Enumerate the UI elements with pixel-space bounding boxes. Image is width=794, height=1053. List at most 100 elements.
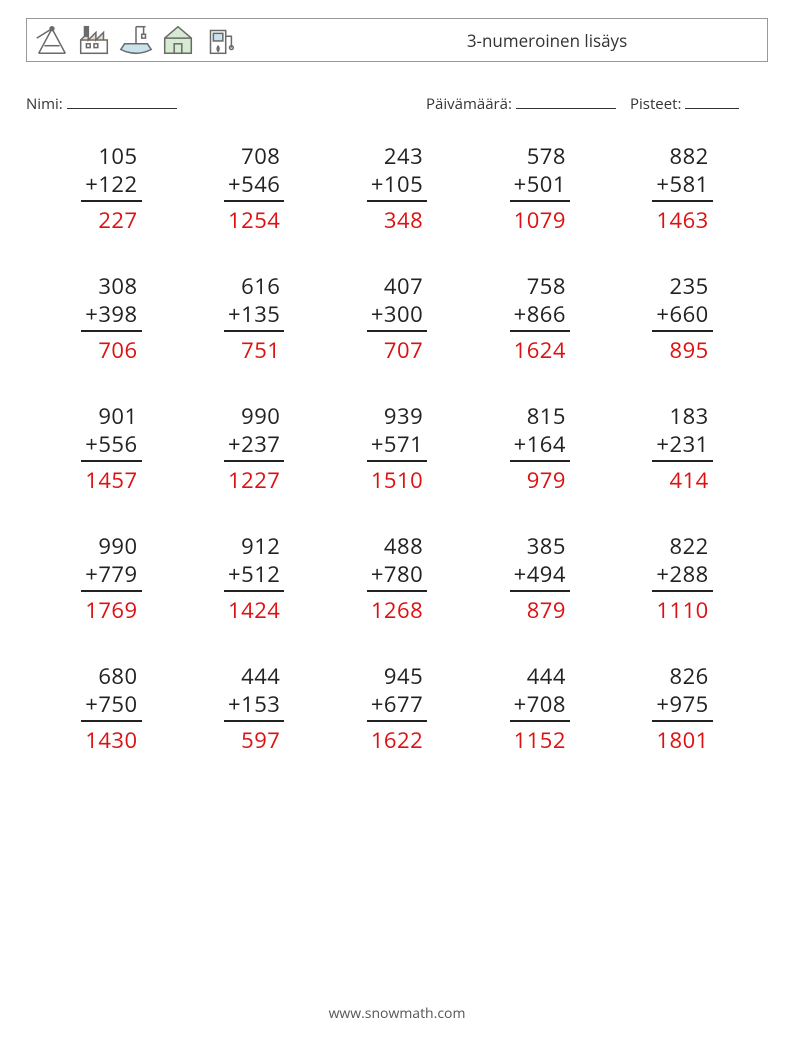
addend-top: 488 (367, 532, 427, 560)
answer: 1622 (367, 722, 427, 754)
date-label: Päivämäärä: (426, 94, 512, 114)
addend-bottom: +288 (652, 560, 712, 592)
answer: 414 (652, 462, 712, 494)
problem: 882+5811463 (611, 142, 754, 234)
worksheet-title: 3-numeroinen lisäys (26, 29, 768, 52)
addend-top: 444 (510, 662, 570, 690)
problem-body: 815+164979 (510, 402, 570, 494)
addend-top: 308 (81, 272, 141, 300)
addend-bottom: +581 (652, 170, 712, 202)
problem-body: 488+7801268 (367, 532, 427, 624)
problem-body: 901+5561457 (81, 402, 141, 494)
problem-body: 822+2881110 (652, 532, 712, 624)
addend-top: 680 (81, 662, 141, 690)
addend-top: 407 (367, 272, 427, 300)
problem-body: 708+5461254 (224, 142, 284, 234)
addend-top: 815 (510, 402, 570, 430)
name-blank[interactable] (67, 94, 177, 109)
addend-top: 758 (510, 272, 570, 300)
score-field: Pisteet: (630, 94, 739, 114)
problem: 243+105348 (326, 142, 469, 234)
problem-body: 939+5711510 (367, 402, 427, 494)
problem-body: 578+5011079 (510, 142, 570, 234)
problem-body: 945+6771622 (367, 662, 427, 754)
answer: 706 (81, 332, 141, 364)
score-blank[interactable] (685, 94, 739, 109)
date-blank[interactable] (516, 94, 616, 109)
addend-bottom: +780 (367, 560, 427, 592)
answer: 979 (510, 462, 570, 494)
answer: 879 (510, 592, 570, 624)
answer: 1268 (367, 592, 427, 624)
problem-body: 990+2371227 (224, 402, 284, 494)
addend-bottom: +750 (81, 690, 141, 722)
addend-bottom: +512 (224, 560, 284, 592)
score-label: Pisteet: (630, 94, 681, 114)
problem: 680+7501430 (40, 662, 183, 754)
addend-bottom: +501 (510, 170, 570, 202)
answer: 597 (224, 722, 284, 754)
problem: 488+7801268 (326, 532, 469, 624)
problem: 990+7791769 (40, 532, 183, 624)
addend-top: 826 (652, 662, 712, 690)
problem-grid: 105+122227 708+5461254 243+105348 578+50110… (40, 142, 754, 754)
date-field: Päivämäärä: (426, 94, 616, 114)
problem-body: 882+5811463 (652, 142, 712, 234)
problem-body: 444+153597 (224, 662, 284, 754)
addend-bottom: +975 (652, 690, 712, 722)
addend-top: 243 (367, 142, 427, 170)
problem: 105+122227 (40, 142, 183, 234)
addend-bottom: +494 (510, 560, 570, 592)
name-field: Nimi: (26, 94, 177, 114)
problem-body: 183+231414 (652, 402, 712, 494)
answer: 1424 (224, 592, 284, 624)
problem-body: 243+105348 (367, 142, 427, 234)
answer: 1624 (510, 332, 570, 364)
addend-top: 945 (367, 662, 427, 690)
answer: 1510 (367, 462, 427, 494)
problem: 183+231414 (611, 402, 754, 494)
problem-body: 235+660895 (652, 272, 712, 364)
addend-bottom: +105 (367, 170, 427, 202)
problem-body: 758+8661624 (510, 272, 570, 364)
problem: 708+5461254 (183, 142, 326, 234)
problem: 308+398706 (40, 272, 183, 364)
addend-bottom: +866 (510, 300, 570, 332)
name-label: Nimi: (26, 94, 63, 114)
answer: 1801 (652, 722, 712, 754)
problem: 444+153597 (183, 662, 326, 754)
addend-top: 882 (652, 142, 712, 170)
problem: 826+9751801 (611, 662, 754, 754)
addend-top: 822 (652, 532, 712, 560)
problem-body: 990+7791769 (81, 532, 141, 624)
answer: 1079 (510, 202, 570, 234)
problem-body: 385+494879 (510, 532, 570, 624)
addend-bottom: +660 (652, 300, 712, 332)
meta-row: Nimi: Päivämäärä: Pisteet: (26, 94, 768, 118)
addend-top: 939 (367, 402, 427, 430)
problem: 758+8661624 (468, 272, 611, 364)
answer: 707 (367, 332, 427, 364)
addend-top: 105 (81, 142, 141, 170)
answer: 1769 (81, 592, 141, 624)
problem-body: 308+398706 (81, 272, 141, 364)
problem: 945+6771622 (326, 662, 469, 754)
problem-body: 680+7501430 (81, 662, 141, 754)
problem: 939+5711510 (326, 402, 469, 494)
problem: 385+494879 (468, 532, 611, 624)
problem: 235+660895 (611, 272, 754, 364)
addend-top: 616 (224, 272, 284, 300)
addend-bottom: +677 (367, 690, 427, 722)
answer: 227 (81, 202, 141, 234)
problem: 578+5011079 (468, 142, 611, 234)
problem-body: 407+300707 (367, 272, 427, 364)
addend-top: 901 (81, 402, 141, 430)
addend-top: 708 (224, 142, 284, 170)
addend-bottom: +779 (81, 560, 141, 592)
addend-bottom: +135 (224, 300, 284, 332)
problem: 616+135751 (183, 272, 326, 364)
problem-body: 912+5121424 (224, 532, 284, 624)
problem: 444+7081152 (468, 662, 611, 754)
addend-bottom: +300 (367, 300, 427, 332)
answer: 1152 (510, 722, 570, 754)
